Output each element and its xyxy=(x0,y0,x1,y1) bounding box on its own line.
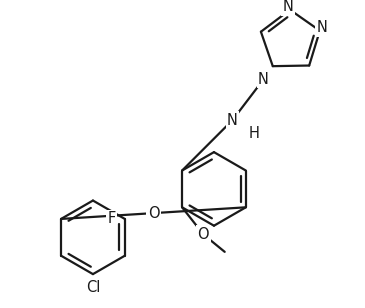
Text: F: F xyxy=(107,211,115,226)
Text: O: O xyxy=(197,227,209,242)
Text: O: O xyxy=(148,206,159,221)
Text: H: H xyxy=(248,126,259,141)
Text: N: N xyxy=(227,113,238,128)
Text: N: N xyxy=(258,72,269,87)
Text: N: N xyxy=(316,20,327,35)
Text: N: N xyxy=(283,0,293,14)
Text: Cl: Cl xyxy=(86,280,100,295)
